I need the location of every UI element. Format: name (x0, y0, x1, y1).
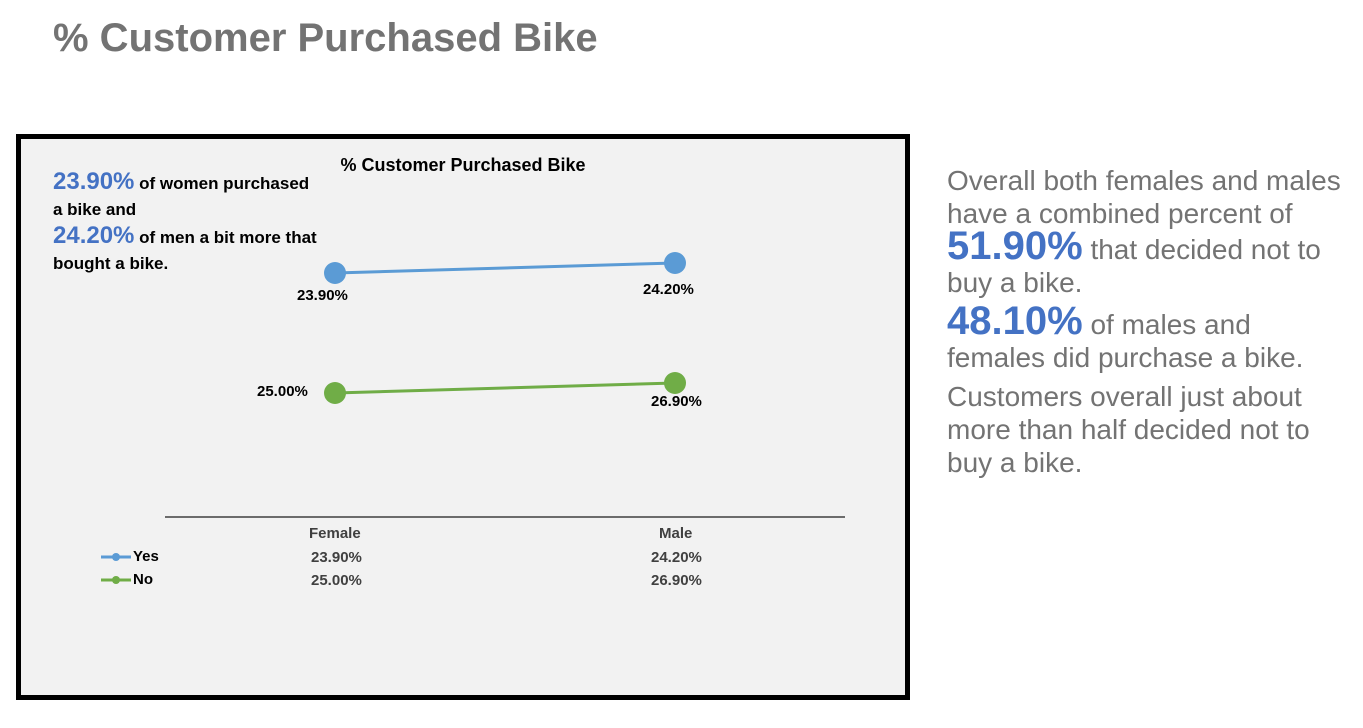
summary-paragraph-1: Overall both females and males have a co… (947, 164, 1347, 299)
summary-paragraph-3: Customers overall just about more than h… (947, 381, 1310, 478)
table-cell-yes-male: 24.20% (651, 549, 702, 566)
summary-paragraph-2: 48.10% of males and females did purchase… (947, 301, 1347, 374)
table-header-male: Male (659, 525, 693, 542)
legend-no-label: No (133, 571, 153, 588)
summary-p1-text: Overall both females and males have a co… (947, 165, 1341, 229)
data-point-no-female (324, 382, 346, 404)
data-point-no-male (664, 372, 686, 394)
series-line-no (334, 381, 676, 395)
data-label-no-male: 26.90% (651, 393, 702, 410)
chart-title: % Customer Purchased Bike (340, 155, 586, 175)
summary-p1-tail: that decided not to buy a bike. (947, 234, 1321, 298)
summary-text: Overall both females and males have a co… (947, 164, 1347, 485)
callout-men-text: of men a bit more that bought a bike. (53, 228, 317, 273)
table-cell-yes-female: 23.90% (311, 549, 362, 566)
legend-yes: Yes (99, 548, 159, 565)
data-label-no-female: 25.00% (257, 383, 308, 400)
callout-women-pct: 23.90% (53, 168, 135, 195)
table-header-female: Female (309, 525, 361, 542)
series-line-yes (334, 261, 676, 275)
data-label-yes-female: 23.90% (297, 287, 348, 304)
legend-yes-marker (101, 553, 131, 562)
callout-men-pct: 24.20% (53, 222, 135, 249)
page-title: % Customer Purchased Bike (53, 16, 598, 60)
legend-no: No (99, 571, 153, 588)
summary-no-pct: 51.90% (947, 224, 1083, 268)
legend-no-marker (101, 576, 131, 585)
table-cell-no-male: 26.90% (651, 572, 702, 589)
data-point-yes-female (324, 262, 346, 284)
legend-yes-label: Yes (133, 548, 159, 565)
chart-plot (165, 252, 845, 518)
summary-p2-tail: of males and females did purchase a bike… (947, 309, 1304, 373)
callout-women-text: of women purchased a bike and (53, 174, 310, 219)
data-label-yes-male: 24.20% (643, 281, 694, 298)
chart-frame: % Customer Purchased Bike 23.90% of wome… (16, 134, 910, 700)
summary-yes-pct: 48.10% (947, 299, 1083, 343)
data-point-yes-male (664, 252, 686, 274)
table-cell-no-female: 25.00% (311, 572, 362, 589)
chart-callout: 23.90% of women purchased a bike and 24.… (53, 169, 323, 277)
